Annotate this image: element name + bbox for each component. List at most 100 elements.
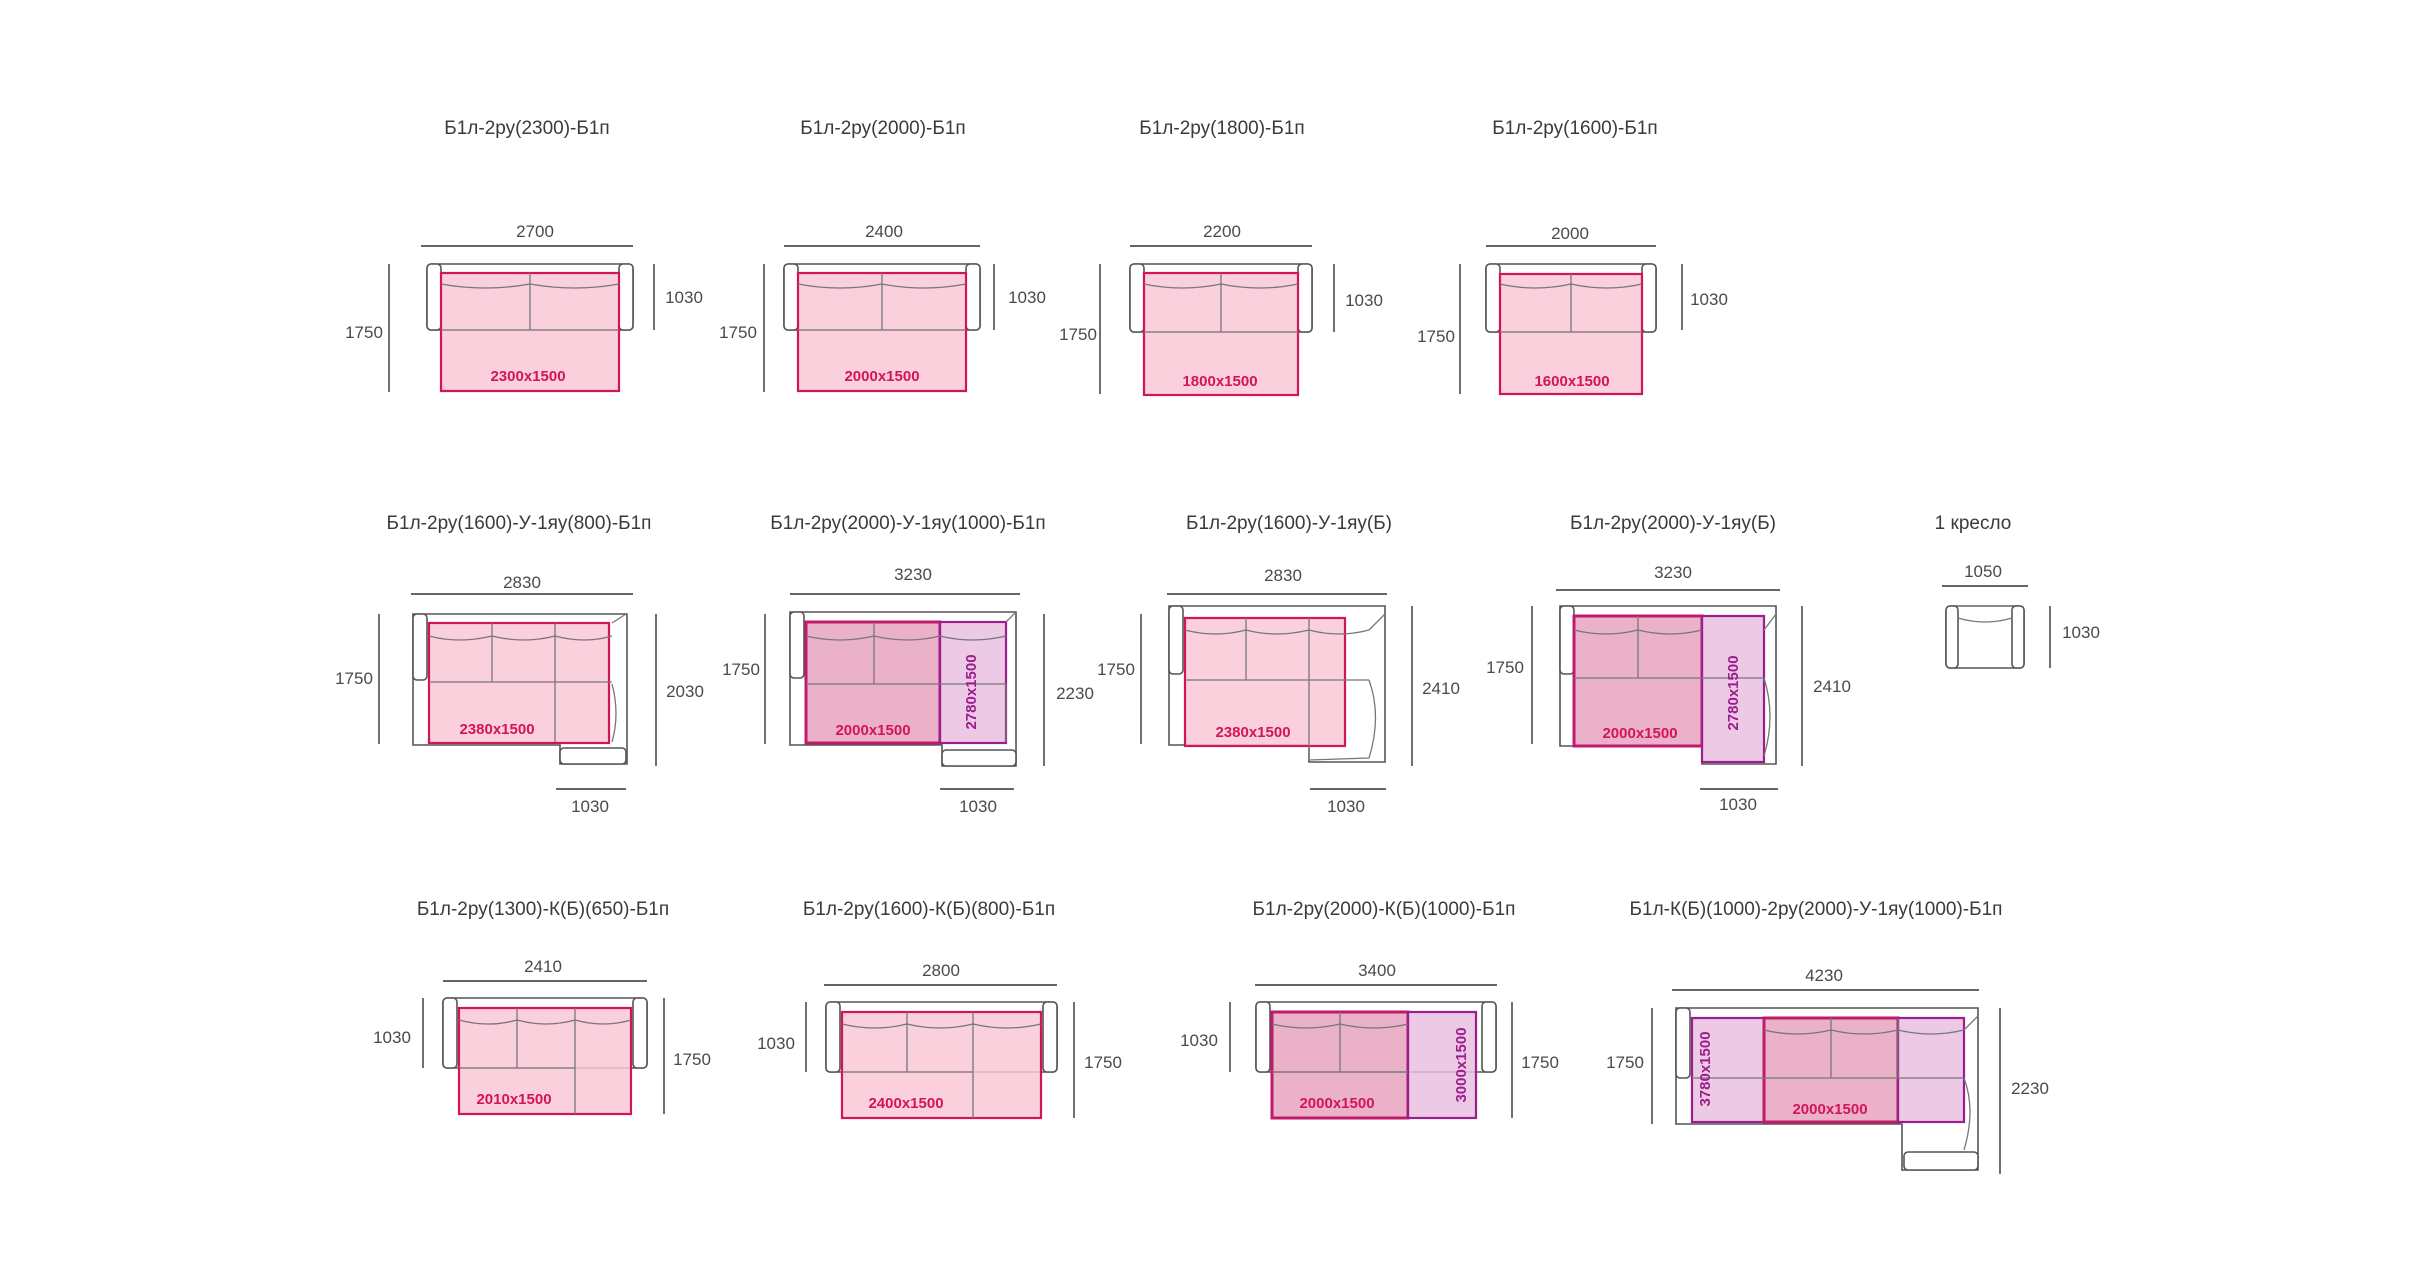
left-dimension: 1750 bbox=[1606, 1053, 1644, 1072]
sofa-layout-10: Б1л-2ру(1600)-К(Б)(800)-Б1п 2800 1030 17… bbox=[757, 899, 1122, 1120]
sleeping-area-secondary-label: 3780x1500 bbox=[1697, 1031, 1714, 1106]
right-dimension: 1750 bbox=[673, 1050, 711, 1069]
sofa-layout-6: Б1л-2ру(1600)-У-1яу(Б) 2830 1750 2410 10… bbox=[1097, 513, 1460, 816]
armrest-left bbox=[825, 1001, 841, 1073]
armrest-left bbox=[1168, 605, 1184, 675]
sleeping-area-secondary-label: 3000x1500 bbox=[1453, 1027, 1470, 1102]
armrest-right bbox=[1297, 263, 1313, 333]
sleeping-area-label: 2000x1500 bbox=[1792, 1101, 1867, 1118]
armrest-right bbox=[1042, 1001, 1058, 1073]
seat-cushions bbox=[1499, 274, 1643, 333]
armchair-layout: 1 кресло 1050 1030 bbox=[1935, 513, 2100, 669]
sofa-layout-0: Б1л-2ру(2300)-Б1п 2700 1750 1030 2300x15… bbox=[345, 118, 703, 393]
sofa-layout-1: Б1л-2ру(2000)-Б1п 2400 1750 1030 2000x15… bbox=[719, 118, 1046, 393]
layout-title: 1 кресло bbox=[1935, 513, 2012, 534]
seat-cushions bbox=[1271, 1012, 1409, 1073]
armrest-right bbox=[632, 997, 648, 1069]
armrest-bottom bbox=[1903, 1151, 1979, 1171]
side-dimension: 2230 bbox=[1056, 684, 1094, 703]
layout-title: Б1л-2ру(1800)-Б1п bbox=[1139, 118, 1304, 139]
sleeping-area-label: 2300x1500 bbox=[490, 368, 565, 385]
seat-cushions bbox=[1184, 613, 1386, 761]
layout-title: Б1л-2ру(2000)-У-1яу(Б) bbox=[1570, 513, 1776, 534]
sleeping-area-secondary-label: 2780x1500 bbox=[1725, 655, 1742, 730]
sleeping-area-label: 2400x1500 bbox=[868, 1095, 943, 1112]
seat-depth-dimension: 1030 bbox=[2062, 623, 2100, 642]
layout-title: Б1л-2ру(2000)-Б1п bbox=[800, 118, 965, 139]
sofa-layout-9: Б1л-2ру(1300)-К(Б)(650)-Б1п 2410 1030 17… bbox=[373, 899, 711, 1116]
armrest-right bbox=[2011, 605, 2025, 669]
armrest-left bbox=[412, 613, 428, 681]
depth-dimension: 1750 bbox=[335, 669, 373, 688]
width-dimension: 3230 bbox=[1654, 563, 1692, 582]
layout-title: Б1л-2ру(2000)-У-1яу(1000)-Б1п bbox=[770, 513, 1045, 534]
right-dimension: 1750 bbox=[1084, 1053, 1122, 1072]
width-dimension: 2000 bbox=[1551, 224, 1589, 243]
seat-depth-dimension: 1030 bbox=[1345, 291, 1383, 310]
armrest-right bbox=[618, 263, 634, 331]
bottom-dimension: 1030 bbox=[1327, 797, 1365, 816]
armrest-left bbox=[1129, 263, 1145, 333]
side-dimension: 2410 bbox=[1422, 679, 1460, 698]
sleeping-area-secondary bbox=[1406, 1010, 1478, 1120]
sleeping-area bbox=[840, 1010, 1043, 1120]
depth-dimension: 1750 bbox=[345, 323, 383, 342]
sleeping-area-label: 2380x1500 bbox=[459, 721, 534, 738]
side-dimension: 2410 bbox=[1813, 677, 1851, 696]
armrest-right bbox=[1481, 1001, 1497, 1073]
sleeping-area-secondary bbox=[938, 620, 1008, 745]
width-dimension: 2830 bbox=[1264, 566, 1302, 585]
sofa-layout-4: Б1л-2ру(1600)-У-1яу(800)-Б1п 2830 1750 2… bbox=[335, 513, 704, 816]
right-dimension: 1750 bbox=[1521, 1053, 1559, 1072]
seat-depth-dimension: 1030 bbox=[665, 288, 703, 307]
width-dimension: 2410 bbox=[524, 957, 562, 976]
armrest-left bbox=[1675, 1007, 1691, 1079]
sofa-layout-7: Б1л-2ру(2000)-У-1яу(Б) 3230 1750 2410 10… bbox=[1486, 513, 1851, 814]
depth-dimension: 1750 bbox=[1097, 660, 1135, 679]
sleeping-area-label: 2000x1500 bbox=[1299, 1095, 1374, 1112]
left-dimension: 1030 bbox=[757, 1034, 795, 1053]
armrest-right bbox=[1641, 263, 1657, 333]
sleeping-area-label: 1600x1500 bbox=[1534, 373, 1609, 390]
width-dimension: 1050 bbox=[1964, 562, 2002, 581]
sleeping-area-label: 2010x1500 bbox=[476, 1091, 551, 1108]
width-dimension: 2200 bbox=[1203, 222, 1241, 241]
bottom-dimension: 1030 bbox=[571, 797, 609, 816]
seat-cushions bbox=[805, 611, 1017, 742]
seat-depth-dimension: 1030 bbox=[1008, 288, 1046, 307]
width-dimension: 3400 bbox=[1358, 961, 1396, 980]
sleeping-area-label: 2380x1500 bbox=[1215, 724, 1290, 741]
width-dimension: 3230 bbox=[894, 565, 932, 584]
armrest-left bbox=[1485, 263, 1501, 333]
width-dimension: 4230 bbox=[1805, 966, 1843, 985]
sleeping-area-tertiary bbox=[1896, 1016, 1966, 1124]
right-dimension: 2230 bbox=[2011, 1079, 2049, 1098]
layout-title: Б1л-2ру(2300)-Б1п bbox=[444, 118, 609, 139]
sleeping-area-label: 2000x1500 bbox=[835, 722, 910, 739]
layout-title: Б1л-2ру(1300)-К(Б)(650)-Б1п bbox=[417, 899, 669, 920]
width-dimension: 2800 bbox=[922, 961, 960, 980]
layout-title: Б1л-2ру(1600)-У-1яу(800)-Б1п bbox=[387, 513, 652, 534]
width-dimension: 2830 bbox=[503, 573, 541, 592]
depth-dimension: 1750 bbox=[1417, 327, 1455, 346]
sleeping-area bbox=[1183, 616, 1347, 748]
depth-dimension: 1750 bbox=[1486, 658, 1524, 677]
left-dimension: 1030 bbox=[373, 1028, 411, 1047]
seat-cushion bbox=[1957, 605, 2013, 623]
sleeping-area-label: 1800x1500 bbox=[1182, 373, 1257, 390]
armrest-right bbox=[965, 263, 981, 331]
layout-title: Б1л-2ру(2000)-К(Б)(1000)-Б1п bbox=[1253, 899, 1516, 920]
seat-cushions bbox=[1692, 1015, 1979, 1151]
side-dimension: 2030 bbox=[666, 682, 704, 701]
armrest-left bbox=[783, 263, 799, 331]
armrest-left bbox=[789, 611, 805, 679]
seat-cushions bbox=[841, 1012, 1042, 1118]
armrest-left bbox=[1945, 605, 1959, 669]
armrest-left bbox=[426, 263, 442, 331]
sofa-layout-3: Б1л-2ру(1600)-Б1п 2000 1750 1030 1600x15… bbox=[1417, 118, 1728, 396]
layout-title: Б1л-К(Б)(1000)-2ру(2000)-У-1яу(1000)-Б1п bbox=[1630, 899, 2003, 920]
layout-title: Б1л-2ру(1600)-Б1п bbox=[1492, 118, 1657, 139]
seat-cushions bbox=[428, 613, 627, 743]
